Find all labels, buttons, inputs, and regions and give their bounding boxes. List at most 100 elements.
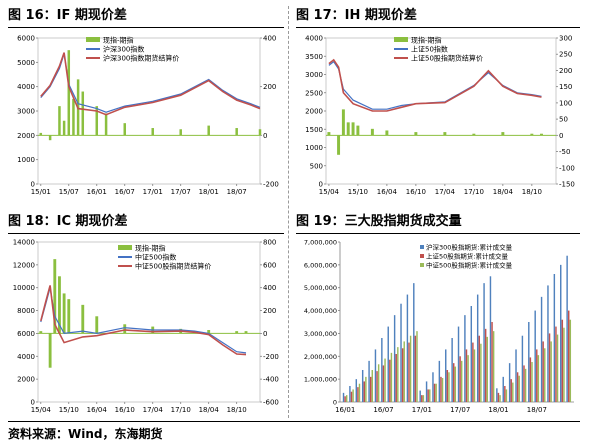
spread-bar xyxy=(104,113,108,136)
volume-bar xyxy=(529,357,532,402)
volume-bar xyxy=(419,390,421,402)
spread-bar xyxy=(62,120,66,136)
x-tick-label: 16/10 xyxy=(115,406,135,414)
x-tick-label: 17/01 xyxy=(143,188,163,196)
x-tick-label: 17/01 xyxy=(412,406,432,414)
volume-bar xyxy=(432,372,434,402)
volume-bar xyxy=(403,341,405,402)
volume-bar xyxy=(459,356,461,402)
spread-bar xyxy=(48,135,52,141)
volume-bar xyxy=(352,389,354,402)
right-tick-label: 0 xyxy=(263,330,267,338)
panel-volume: 图 19：三大股指期货成交量 7,000,000 6,000,000 5,000,0… xyxy=(296,212,580,418)
left-tick-label: 14000 xyxy=(13,239,35,247)
legend-label: 中证500股指期货结算价 xyxy=(135,262,211,271)
volume-bar xyxy=(369,376,372,402)
volume-bar xyxy=(425,381,428,402)
legend-label: 沪深300股指期货:累计成交量 xyxy=(426,243,513,252)
volume-bar xyxy=(464,315,466,402)
x-tick-label: 17/07 xyxy=(450,406,470,414)
volume-bar xyxy=(357,387,359,402)
volume-bar xyxy=(446,370,449,402)
volume-bar xyxy=(451,338,453,402)
legend-swatch xyxy=(420,263,424,267)
volume-bar xyxy=(553,274,556,402)
left-tick-label: 2000 xyxy=(17,132,35,140)
x-tick-label: 15/10 xyxy=(348,188,368,196)
x-tick-label: 18/07 xyxy=(227,188,247,196)
x-tick-label: 16/04 xyxy=(87,406,108,414)
spread-bar xyxy=(235,128,238,136)
left-tick-label: 4000 xyxy=(17,83,35,91)
left-tick-label: 3000 xyxy=(17,108,35,116)
volume-bar xyxy=(489,276,492,402)
volume-bar xyxy=(531,362,533,402)
volume-bar xyxy=(515,349,517,402)
right-tick-label: 150 xyxy=(559,83,572,91)
series-line xyxy=(40,287,247,354)
right-tick-label: 400 xyxy=(263,284,276,292)
series-line xyxy=(40,52,261,116)
spread-bar xyxy=(95,316,99,334)
y-tick-label: 5,000,000 xyxy=(304,284,337,292)
volume-bar xyxy=(416,331,418,402)
volume-bar xyxy=(563,327,565,402)
volume-bar xyxy=(376,371,378,402)
volume-bar xyxy=(433,383,436,402)
volume-bar xyxy=(460,360,463,402)
left-tick-label: 1000 xyxy=(305,144,323,152)
spread-bar xyxy=(327,132,331,136)
volume-bar xyxy=(440,376,442,402)
right-tick-label: 100 xyxy=(559,99,572,107)
volume-bar xyxy=(427,389,429,402)
y-tick-label: 2,000,000 xyxy=(304,353,337,361)
legend-swatch xyxy=(394,37,408,42)
volume-bar xyxy=(467,355,469,402)
spread-bar xyxy=(244,331,248,334)
spread-bar xyxy=(81,304,85,334)
volume-bar xyxy=(480,343,482,402)
spread-bar xyxy=(341,109,345,136)
volume-bar xyxy=(499,395,501,402)
volume-bar xyxy=(355,379,358,402)
legend-swatch xyxy=(420,245,424,249)
plot-frame xyxy=(37,241,261,403)
volume-bar xyxy=(413,283,415,402)
volume-bar xyxy=(492,331,495,402)
spread-bar xyxy=(39,331,43,334)
volume-bar xyxy=(435,383,437,402)
x-tick-label: 17/10 xyxy=(171,406,191,414)
spread-bar xyxy=(235,331,239,334)
volume-bar xyxy=(524,368,527,402)
right-tick-label: 200 xyxy=(263,307,276,315)
chart-ih: 4000350030002500200015001000500030025020… xyxy=(305,35,575,197)
volume-bar xyxy=(414,335,417,402)
spread-bar xyxy=(472,133,476,136)
legend-label: 沪深300指数期货结算价 xyxy=(103,54,179,63)
left-tick-label: 3500 xyxy=(305,53,323,61)
legend-label: 上证50股指期货结算价 xyxy=(411,54,483,63)
panel-title: 图 16：IF 期现价差 xyxy=(8,8,127,23)
x-tick-label: 16/04 xyxy=(377,188,398,196)
volume-bar xyxy=(358,383,361,402)
legend-label: 中证500指数 xyxy=(135,253,176,262)
volume-bar xyxy=(344,396,346,402)
x-tick-label: 17/04 xyxy=(435,188,456,196)
panel-title: 图 19：三大股指期货成交量 xyxy=(296,214,462,229)
y-tick-label: 3,000,000 xyxy=(304,330,337,338)
spread-bar xyxy=(67,50,71,136)
title-rule xyxy=(296,27,580,28)
right-tick-label: -400 xyxy=(263,376,279,384)
volume-bar xyxy=(523,365,525,402)
spread-bar xyxy=(346,122,350,136)
volume-bar xyxy=(371,370,373,402)
spread-bar xyxy=(258,129,262,136)
volume-bar xyxy=(497,392,500,402)
volume-bar xyxy=(406,294,409,402)
spread-bar xyxy=(540,133,543,136)
x-tick-label: 18/04 xyxy=(199,406,220,414)
x-tick-label: 16/01 xyxy=(335,406,355,414)
volume-bar xyxy=(345,395,348,402)
legend-label: 现指-期指 xyxy=(411,36,442,45)
volume-bar xyxy=(387,326,389,402)
